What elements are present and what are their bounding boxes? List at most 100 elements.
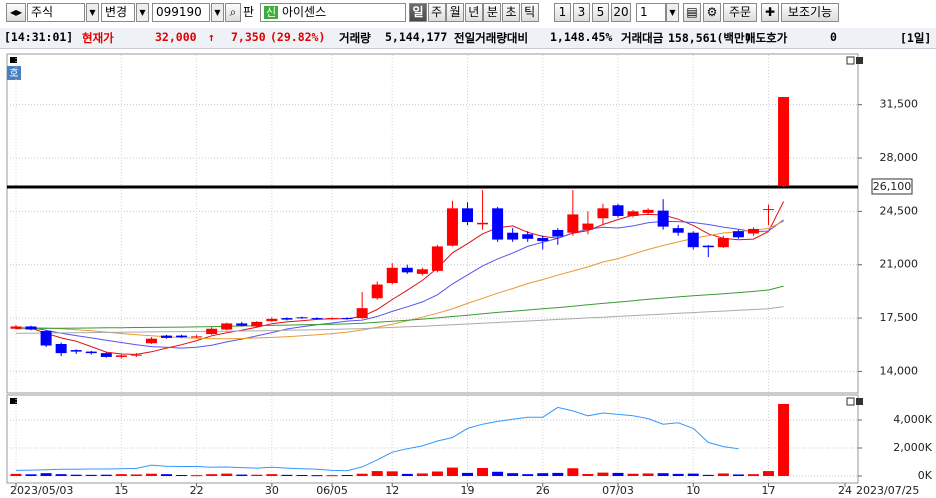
- candle-body: [732, 231, 744, 238]
- candle-body: [567, 214, 579, 233]
- dropdown-arrow[interactable]: ▼: [86, 3, 99, 22]
- panel-button[interactable]: [856, 57, 863, 64]
- toolbar-button[interactable]: 3: [573, 3, 590, 22]
- toolbar-button[interactable]: 틱: [520, 3, 539, 22]
- candle-body: [85, 351, 97, 354]
- x-tick-label: 17: [762, 484, 776, 497]
- volume-bar: [597, 472, 609, 476]
- change-pct: (29.82%): [270, 30, 326, 44]
- y-tick-label: 21,000: [880, 258, 919, 271]
- candle-body: [236, 323, 248, 326]
- toolbar-button[interactable]: 일: [409, 3, 427, 22]
- candle-body: [416, 269, 428, 274]
- volume-panel: [6, 394, 859, 484]
- x-tick-label: 10: [686, 484, 700, 497]
- candle-body: [537, 238, 549, 242]
- candle-body: [597, 208, 609, 219]
- candle-body: [582, 223, 594, 230]
- amount: 158,561(백만): [668, 31, 752, 45]
- x-tick-label: 06/05: [316, 484, 348, 497]
- y-tick-label: 14,000: [880, 364, 919, 377]
- candle-body: [55, 343, 67, 354]
- aux-button[interactable]: 보조기능: [781, 3, 839, 22]
- toolbar-button[interactable]: 5: [592, 3, 609, 22]
- x-tick-label: 30: [265, 484, 279, 497]
- volume-bar: [25, 474, 37, 476]
- search-button[interactable]: ⌕: [225, 3, 241, 22]
- volume-bar: [642, 473, 654, 476]
- dropdown-arrow[interactable]: ▼: [136, 3, 149, 22]
- volume-bar: [311, 475, 323, 477]
- dropdown-arrow[interactable]: ▼: [211, 3, 224, 22]
- volume-bar: [281, 474, 293, 476]
- code-input[interactable]: 099190: [152, 3, 210, 22]
- candle-body: [386, 267, 398, 284]
- candle-body: [687, 232, 699, 248]
- name-box: 신 아이센스: [260, 3, 406, 22]
- toolbar-button[interactable]: 년: [464, 3, 483, 22]
- volume-bar: [627, 473, 639, 476]
- candle-body: [642, 209, 654, 213]
- volume-bar: [70, 474, 82, 476]
- volume-bar: [356, 473, 368, 476]
- candle-body: [70, 350, 82, 352]
- settings-button[interactable]: ⚙: [703, 3, 721, 22]
- volume-bar: [55, 474, 67, 476]
- amount-label: 거래대금: [621, 31, 664, 45]
- candle-body: [763, 209, 774, 211]
- volume-bar: [522, 474, 534, 476]
- order-button[interactable]: 주문: [723, 3, 757, 22]
- candle-body: [552, 229, 564, 237]
- volume-bar: [431, 471, 443, 476]
- y-tick-label: 17,500: [880, 311, 919, 324]
- nav-button[interactable]: ◂▸: [6, 3, 26, 22]
- volume-bar: [732, 474, 744, 476]
- candle-body: [100, 353, 112, 357]
- panel-button[interactable]: [856, 398, 863, 405]
- panel-button[interactable]: [846, 56, 855, 65]
- candle-body: [702, 245, 714, 248]
- toolbar-button[interactable]: 주: [427, 3, 446, 22]
- panel-button[interactable]: [846, 397, 855, 406]
- candle-body: [176, 335, 188, 338]
- change-select[interactable]: 변경: [101, 3, 135, 22]
- candle-body: [10, 326, 22, 329]
- add-button[interactable]: ✚: [761, 3, 779, 22]
- volume-bar: [326, 475, 338, 477]
- x-tick-label: 22: [190, 484, 204, 497]
- market-select[interactable]: 주식: [27, 3, 85, 22]
- toolbar-button[interactable]: 1: [554, 3, 571, 22]
- volume-tick-label: 4,000K: [893, 413, 932, 426]
- ask-label: 매도호가: [745, 31, 788, 45]
- badge-box[interactable]: [7, 66, 21, 80]
- volume-tick-label: 0K: [918, 469, 933, 482]
- panel-marker: [10, 57, 17, 63]
- volume-bar: [191, 475, 203, 477]
- dropdown-arrow[interactable]: ▼: [666, 3, 679, 22]
- stock-name: 아이센스: [281, 5, 327, 19]
- toolbar-button[interactable]: 분: [483, 3, 502, 22]
- count-input[interactable]: 1: [636, 3, 666, 22]
- toolbar-button[interactable]: 초: [502, 3, 520, 22]
- candle-body: [627, 211, 639, 216]
- volume: 5,144,177: [385, 30, 448, 44]
- save-button[interactable]: ▤: [683, 3, 701, 22]
- x-tick-label: 07/03: [602, 484, 634, 497]
- volume-bar: [221, 473, 233, 476]
- volume-bar: [236, 474, 248, 476]
- chart-badge[interactable]: 호: [9, 68, 18, 80]
- volume-bar: [371, 471, 383, 476]
- moving-average: [15, 285, 784, 330]
- volume-bar: [296, 474, 308, 476]
- candle-body: [672, 228, 684, 233]
- volume-bar: [115, 474, 127, 476]
- volume-bar: [386, 471, 398, 476]
- volume-bar: [251, 474, 263, 476]
- toolbar-button[interactable]: 월: [446, 3, 465, 22]
- x-tick-label: 15: [114, 484, 128, 497]
- toolbar-button[interactable]: 20: [611, 3, 631, 22]
- x-tick-label: 12: [385, 484, 399, 497]
- new-badge: 신: [264, 6, 279, 19]
- volume-bar: [462, 472, 473, 476]
